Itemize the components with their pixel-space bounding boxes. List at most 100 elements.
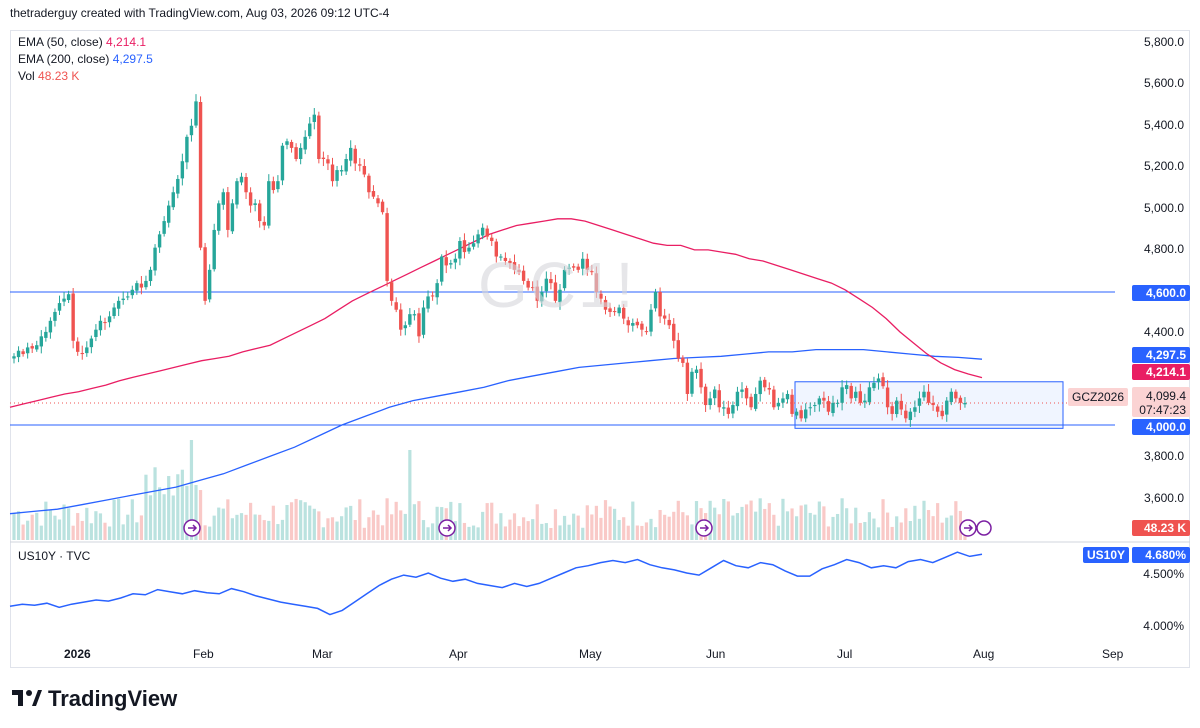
last-price-value: 4,099.4 xyxy=(1145,389,1186,403)
candle-body xyxy=(248,192,253,206)
volume-bar xyxy=(499,513,503,540)
candle-body xyxy=(735,391,740,407)
volume-bar xyxy=(726,501,730,540)
candle-body xyxy=(144,280,148,288)
volume-bar xyxy=(330,517,335,540)
volume-bar xyxy=(235,514,239,540)
volume-bar xyxy=(285,505,289,540)
volume-bar xyxy=(649,518,653,540)
legend-ema50[interactable]: EMA (50, close) 4,214.1 xyxy=(18,35,146,49)
volume-bar xyxy=(158,487,162,540)
volume-bar xyxy=(98,513,103,540)
candle-body xyxy=(567,267,571,269)
candle-body xyxy=(185,136,189,163)
volume-bar xyxy=(667,516,671,540)
volume-bar xyxy=(431,523,435,540)
volume-bar xyxy=(208,526,212,540)
volume-bar xyxy=(808,512,812,540)
us10y-axis-label: 4.500% xyxy=(1143,567,1184,581)
candle-body xyxy=(531,287,535,289)
volume-bar xyxy=(876,527,881,540)
volume-bar xyxy=(344,507,348,540)
volume-bar xyxy=(126,514,130,540)
candle-body xyxy=(895,400,899,415)
candle-body xyxy=(813,405,817,407)
volume-bar xyxy=(107,526,112,540)
candle-body xyxy=(926,391,931,403)
candle-body xyxy=(822,397,826,401)
us10y-pane-label[interactable]: US10Y · TVC xyxy=(18,549,91,563)
us10y-line xyxy=(9,551,983,616)
candle-body xyxy=(612,311,617,313)
arrow-right-icon xyxy=(443,524,453,532)
volume-bar xyxy=(340,516,344,540)
volume-bar xyxy=(89,523,93,540)
candle-body xyxy=(339,170,344,172)
candle-body xyxy=(385,213,389,281)
candle-body xyxy=(631,323,635,326)
candle-body xyxy=(221,192,225,205)
volume-bar xyxy=(167,476,171,540)
tradingview-logo[interactable]: TradingView xyxy=(12,686,177,712)
candle-body xyxy=(285,141,289,145)
volume-bar xyxy=(858,522,862,540)
volume-bar xyxy=(139,515,143,540)
candle-body xyxy=(703,386,708,406)
volume-bar xyxy=(226,499,230,540)
candle-body xyxy=(330,164,335,182)
volume-bar xyxy=(849,523,853,540)
volume-bar xyxy=(48,510,52,540)
candle-body xyxy=(98,320,103,331)
arrow-right-icon xyxy=(964,524,974,532)
ema200-label: EMA (200, close) xyxy=(18,52,110,66)
candle-body xyxy=(485,228,489,237)
volume-bar xyxy=(353,519,357,540)
time-axis-label: Jul xyxy=(837,647,853,661)
legend-volume[interactable]: Vol 48.23 K xyxy=(18,69,79,83)
volume-bar xyxy=(799,505,803,540)
volume-bar xyxy=(817,501,821,540)
volume-bar xyxy=(526,521,530,540)
volume-bar xyxy=(62,504,66,540)
volume-bar xyxy=(203,525,207,540)
candle-body xyxy=(148,269,153,282)
volume-bar xyxy=(80,520,84,540)
candle-body xyxy=(517,269,521,273)
candle-body xyxy=(840,387,844,403)
candle-body xyxy=(476,234,480,244)
candle-body xyxy=(608,308,612,312)
candle-body xyxy=(749,396,753,408)
volume-bar xyxy=(881,499,885,540)
volume-bar xyxy=(608,506,612,540)
candle-body xyxy=(394,302,398,310)
volume-bar xyxy=(826,526,831,540)
candle-body xyxy=(226,192,230,230)
volume-bar xyxy=(931,516,935,540)
volume-bar xyxy=(813,514,817,540)
candle-body xyxy=(858,391,862,403)
legend-ema200[interactable]: EMA (200, close) 4,297.5 xyxy=(18,52,153,66)
candle-body xyxy=(931,402,935,406)
volume-bar xyxy=(831,516,835,540)
candle-body xyxy=(480,227,485,236)
volume-bar xyxy=(640,525,644,540)
volume-tag: 48.23 K xyxy=(1132,520,1190,536)
volume-bar xyxy=(494,523,498,540)
candle-body xyxy=(44,331,48,338)
volume-bar xyxy=(790,508,794,540)
candle-body xyxy=(835,402,840,404)
candle-body xyxy=(421,307,426,335)
candle-body xyxy=(85,347,89,354)
candle-body xyxy=(371,191,376,197)
volume-bar xyxy=(121,524,125,540)
volume-bar xyxy=(308,505,312,540)
bar-countdown: 07:47:23 xyxy=(1139,403,1186,417)
candle-body xyxy=(831,402,835,414)
candle-body xyxy=(635,321,640,326)
volume-bar xyxy=(289,502,294,540)
price-axis-label: 5,800.0 xyxy=(1143,35,1184,49)
candle-body xyxy=(71,293,75,341)
candle-body xyxy=(39,336,43,347)
volume-bar xyxy=(940,522,944,540)
